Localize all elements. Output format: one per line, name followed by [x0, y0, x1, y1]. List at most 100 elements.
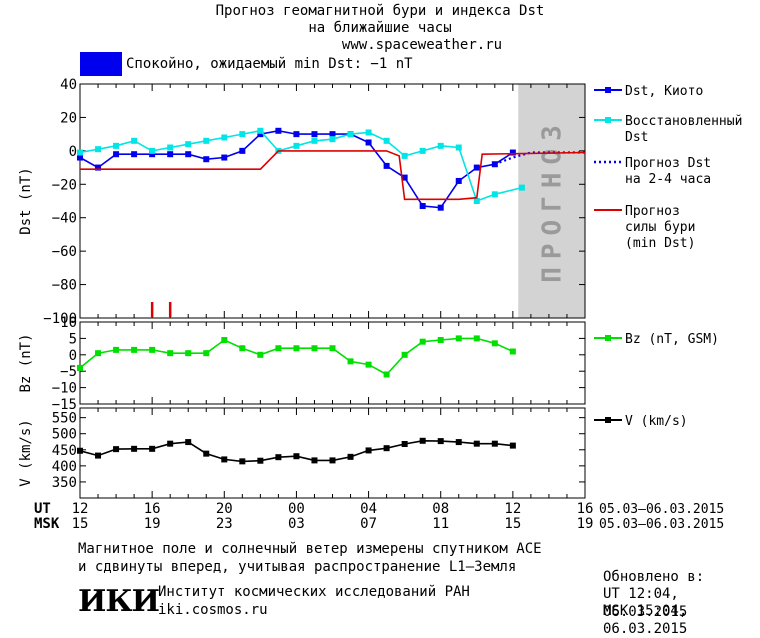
data-point [149, 151, 156, 158]
data-point [149, 147, 156, 154]
data-point [473, 198, 480, 204]
data-point [95, 350, 102, 357]
data-point [167, 151, 174, 158]
y-axis-title: Bz (nT) [18, 333, 34, 392]
legend-label: Bz (nT, GSM) [625, 332, 719, 347]
data-point [401, 441, 408, 447]
y-axis-title: Dst (nT) [18, 167, 34, 234]
data-point [113, 151, 120, 158]
data-point [509, 149, 516, 156]
y-tick-label: 350 [52, 475, 77, 491]
data-point [347, 131, 354, 138]
dst-forecast-page: Прогноз геомагнитной бури и индекса Dst … [18, 3, 742, 637]
data-point [365, 129, 372, 136]
data-point [311, 345, 318, 352]
msk-tick-label: 11 [432, 516, 449, 532]
data-point [311, 131, 318, 138]
legend-marker [605, 335, 611, 341]
ut-tick-label: 12 [504, 501, 521, 517]
y-tick-label: 400 [52, 459, 77, 475]
msk-tick-label: 23 [216, 516, 233, 532]
data-point [131, 137, 138, 144]
data-point [491, 340, 498, 347]
data-point [329, 345, 336, 352]
y-tick-label: −100 [43, 311, 77, 327]
y-tick-label: 10 [60, 315, 77, 331]
data-point [509, 442, 516, 449]
status-color-swatch [80, 52, 122, 76]
y-tick-label: 0 [69, 144, 77, 160]
data-point [473, 440, 480, 447]
series-line [79, 337, 514, 376]
data-point [77, 447, 83, 454]
data-point [203, 156, 210, 163]
data-point [149, 346, 156, 353]
data-point [347, 358, 354, 365]
legend-label: на 2-4 часа [625, 172, 711, 187]
y-tick-label: 5 [69, 331, 77, 347]
y-tick-label: 550 [52, 411, 77, 427]
ut-tick-label: 12 [72, 501, 89, 517]
data-point [185, 141, 192, 148]
data-point [293, 131, 300, 138]
institute-site-link[interactable]: iki.cosmos.ru [158, 602, 268, 618]
legend-label: V (km/s) [625, 414, 688, 429]
data-point [311, 457, 318, 464]
legend-label: Прогноз [625, 204, 680, 219]
forecast-zone [518, 84, 585, 318]
data-point [455, 177, 462, 184]
data-point [95, 452, 102, 459]
data-point [401, 152, 408, 159]
ut-tick-label: 16 [577, 501, 594, 517]
data-point [257, 131, 264, 138]
data-point [77, 364, 83, 371]
panel-frame [79, 83, 586, 319]
data-point [95, 164, 102, 171]
updated-label: Обновлено в: [603, 569, 705, 585]
data-point [221, 456, 228, 463]
data-point [239, 131, 246, 138]
data-point [275, 454, 282, 461]
msk-tick-label: 19 [577, 516, 594, 532]
ut-tick-label: 20 [216, 501, 233, 517]
data-point [383, 162, 390, 169]
data-point [131, 445, 138, 452]
data-point [419, 437, 426, 444]
data-point [383, 445, 390, 452]
y-tick-label: −80 [52, 278, 77, 294]
data-point [509, 348, 516, 355]
series-line [80, 150, 586, 201]
ut-tick-label: 04 [360, 501, 377, 517]
website-link[interactable]: www.spaceweather.ru [341, 37, 503, 53]
data-point [491, 191, 498, 198]
legend-marker [605, 87, 611, 93]
measurement-note-2: и сдвинуты вперед, учитывая распростране… [78, 559, 517, 575]
data-point [221, 134, 228, 141]
y-tick-label: 0 [69, 348, 77, 364]
data-point [239, 147, 246, 154]
msk-date-range: 05.03–06.03.2015 [599, 517, 724, 532]
data-point [419, 147, 426, 154]
data-point [365, 361, 372, 368]
status-label: Спокойно, ожидаемый min Dst: −1 nT [126, 56, 413, 72]
page-subtitle: на ближайшие часы [308, 20, 452, 36]
y-tick-label: −10 [52, 381, 77, 397]
data-point [311, 137, 318, 144]
data-point [275, 127, 282, 134]
data-point [77, 149, 83, 156]
y-tick-label: 40 [60, 77, 77, 93]
updated-ut: UT 12:04, 06.03.2015 [603, 586, 688, 620]
data-point [383, 371, 390, 378]
data-point [518, 184, 525, 191]
measurement-note-1: Магнитное поле и солнечный ветер измерен… [78, 541, 542, 557]
msk-tick-label: 03 [288, 516, 305, 532]
data-point [437, 142, 444, 149]
data-point [491, 440, 498, 447]
data-point [257, 127, 264, 134]
legend-label: Dst, Киото [625, 84, 703, 99]
forecast-zone-label: ПРОГНОЗ [538, 117, 568, 283]
msk-axis-label: MSK [34, 516, 60, 532]
data-point [437, 204, 444, 211]
y-tick-label: −40 [52, 211, 77, 227]
